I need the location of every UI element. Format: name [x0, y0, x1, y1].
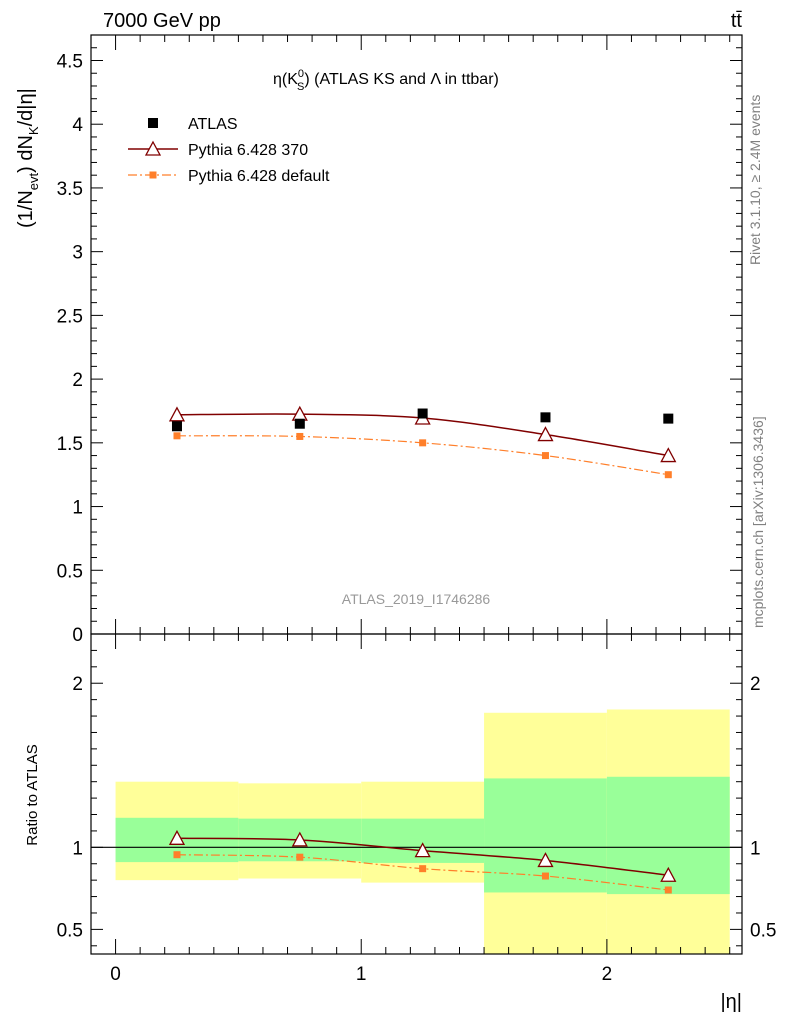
x-tick-label: 2 [602, 964, 613, 985]
energy-label: 7000 GeV pp [103, 10, 221, 32]
data-point-small-square [419, 865, 427, 873]
ratio-y-tick-label-right: 0.5 [750, 920, 776, 941]
ratio-uncertainty-bands [115, 709, 730, 954]
data-point-triangle [168, 829, 186, 845]
title-part-post: ) (ATLAS KS and Λ in ttbar) [304, 71, 498, 88]
legend-pythia-370-marker [144, 140, 162, 156]
data-point-triangle [537, 426, 554, 442]
ylabel-sub1: evt [26, 172, 41, 190]
process-label: tt̄ [731, 10, 743, 32]
legend-pythia-370-label: Pythia 6.428 370 [188, 142, 308, 159]
data-point-square [663, 413, 674, 424]
title-part-pre: η(K [273, 71, 298, 88]
ratio-plot-panel: 0.5 0.5 1 1 2 2 0 1 2 Ratio to ATLAS |η| [24, 633, 776, 1013]
mcplots-label: mcplots.cern.ch [arXiv:1306.3436] [750, 416, 766, 628]
legend-atlas-label: ATLAS [188, 116, 238, 133]
data-point-triangle [537, 852, 554, 868]
legend-pythia-default-marker [149, 171, 157, 179]
data-point-small-square [541, 872, 549, 880]
y-tick-label: 4.5 [57, 51, 83, 72]
data-point-small-square [173, 432, 181, 440]
data-point-triangle [291, 831, 308, 847]
y-tick-label: 0 [72, 625, 83, 646]
ratio-data-layer [91, 829, 742, 894]
ratio-y-axis-title: Ratio to ATLAS [24, 744, 41, 845]
y-tick-label: 1 [72, 498, 83, 519]
data-point-small-square [664, 886, 672, 894]
data-point-small-square [541, 452, 549, 460]
legend-entry-pythia-370: Pythia 6.428 370 [128, 140, 308, 159]
legend-entry-pythia-default: Pythia 6.428 default [128, 168, 330, 185]
ratio-y-tick-label-right: 2 [750, 674, 761, 695]
main-x-axis-ticks [90, 35, 731, 634]
y-tick-label: 0.5 [57, 561, 83, 582]
main-data-layer [168, 405, 677, 479]
main-y-axis-title: (1/Nevt) dNK/d|η| [15, 88, 41, 228]
legend-atlas-marker [148, 118, 158, 128]
ratio-y-axis: 0.5 0.5 1 1 2 2 [57, 633, 776, 947]
data-point-square [171, 421, 182, 432]
x-tick-label: 1 [356, 964, 367, 985]
y-tick-label: 1.5 [57, 434, 83, 455]
ylabel-part-b: ) dN [15, 135, 37, 173]
plot-title: η(K0 S) (ATLAS KS and Λ in ttbar) [273, 68, 499, 93]
data-point-small-square [296, 853, 304, 861]
y-tick-label: 3.5 [57, 179, 83, 200]
ylabel-sub2: K [26, 126, 41, 135]
rivet-label: Rivet 3.1.10, ≥ 2.4M events [747, 95, 763, 265]
legend-entry-atlas: ATLAS [148, 116, 238, 133]
data-point-triangle [660, 866, 677, 882]
x-tick-label: 0 [110, 964, 121, 985]
y-tick-label: 3 [72, 243, 83, 264]
data-point-triangle [660, 447, 677, 463]
legend-pythia-default-label: Pythia 6.428 default [188, 168, 330, 185]
ratio-y-tick-label-left: 2 [72, 674, 83, 695]
data-point-small-square [419, 439, 427, 447]
title-sub: S [297, 81, 304, 93]
legend: ATLAS Pythia 6.428 370 Pythia 6.428 defa… [128, 116, 330, 185]
data-point-square [540, 412, 551, 423]
ylabel-part-a: (1/N [15, 190, 37, 228]
x-axis-title: |η| [720, 991, 742, 1013]
main-y-axis: 0 0.5 1 1.5 2 2.5 3 3.5 4 4.5 [57, 34, 742, 646]
data-point-small-square [296, 432, 304, 440]
data-point-small-square [664, 471, 672, 479]
y-tick-label: 2 [72, 370, 83, 391]
data-point-triangle [414, 842, 431, 858]
data-point-triangle [168, 406, 186, 422]
data-point-square [417, 408, 428, 419]
ratio-y-tick-label-left: 1 [72, 838, 83, 859]
y-tick-label: 2.5 [57, 306, 83, 327]
ratio-plot-frame [90, 633, 743, 955]
y-tick-label: 4 [72, 115, 83, 136]
ratio-y-tick-label-left: 0.5 [57, 920, 83, 941]
main-plot-panel: ATLAS_2019_I1746286 0 0.5 1 1.5 2 2.5 3 3.5 4 4.5… [15, 34, 743, 646]
data-point-square [294, 418, 305, 429]
plot-watermark: ATLAS_2019_I1746286 [342, 591, 491, 607]
title-sup: 0 [298, 68, 304, 80]
ratio-x-axis: 0 1 2 [90, 634, 731, 985]
ylabel-part-c: /d|η| [15, 88, 37, 126]
data-point-small-square [173, 851, 181, 859]
ratio-y-tick-label-right: 1 [750, 838, 761, 859]
